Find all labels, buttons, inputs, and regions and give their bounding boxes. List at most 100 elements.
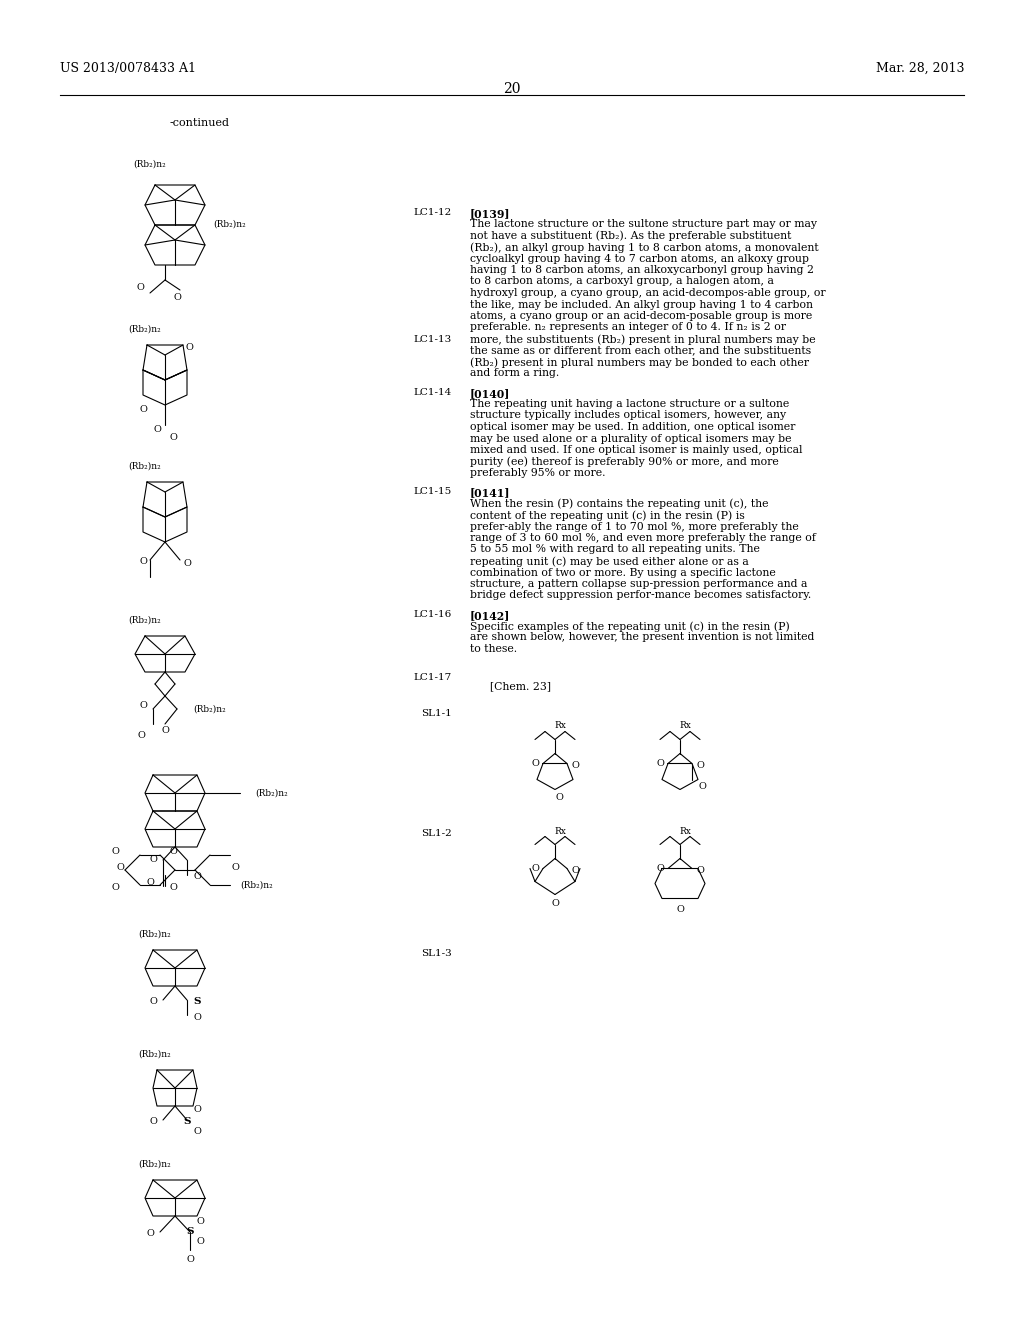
Text: Specific examples of the repeating unit (c) in the resin (P): Specific examples of the repeating unit … [470,620,790,631]
Text: [0141]: [0141] [470,487,511,499]
Text: prefer-ably the range of 1 to 70 mol %, more preferably the: prefer-ably the range of 1 to 70 mol %, … [470,521,799,532]
Text: -continued: -continued [170,117,230,128]
Text: (Rb₂), an alkyl group having 1 to 8 carbon atoms, a monovalent: (Rb₂), an alkyl group having 1 to 8 carb… [470,242,818,252]
Text: SL1-3: SL1-3 [421,949,452,957]
Text: LC1-14: LC1-14 [414,388,452,397]
Text: mixed and used. If one optical isomer is mainly used, optical: mixed and used. If one optical isomer is… [470,445,803,455]
Text: content of the repeating unit (c) in the resin (P) is: content of the repeating unit (c) in the… [470,510,744,520]
Text: [0140]: [0140] [470,388,510,399]
Text: O: O [161,726,169,735]
Text: LC1-13: LC1-13 [414,334,452,343]
Text: O: O [169,847,177,857]
Text: O: O [116,862,124,871]
Text: [Chem. 23]: [Chem. 23] [490,681,551,692]
Text: The repeating unit having a lactone structure or a sultone: The repeating unit having a lactone stru… [470,399,790,409]
Text: Rx: Rx [679,722,691,730]
Text: O: O [531,759,539,768]
Text: having 1 to 8 carbon atoms, an alkoxycarbonyl group having 2: having 1 to 8 carbon atoms, an alkoxycar… [470,265,814,275]
Text: (Rb₂)n₂: (Rb₂)n₂ [255,788,288,797]
Text: LC1-16: LC1-16 [414,610,452,619]
Text: The lactone structure or the sultone structure part may or may: The lactone structure or the sultone str… [470,219,817,228]
Text: O: O [696,866,703,875]
Text: SL1-2: SL1-2 [421,829,452,837]
Text: (Rb₂)n₂: (Rb₂)n₂ [214,220,247,228]
Text: O: O [150,1118,157,1126]
Text: O: O [183,560,190,569]
Text: Mar. 28, 2013: Mar. 28, 2013 [876,62,964,75]
Text: S: S [186,1228,194,1237]
Text: O: O [571,866,579,875]
Text: When the resin (P) contains the repeating unit (c), the: When the resin (P) contains the repeatin… [470,499,768,510]
Text: O: O [169,883,177,892]
Text: O: O [231,862,239,871]
Text: bridge defect suppression perfor-mance becomes satisfactory.: bridge defect suppression perfor-mance b… [470,590,811,601]
Text: Rx: Rx [554,722,566,730]
Text: O: O [185,342,193,351]
Text: O: O [656,865,664,873]
Text: O: O [146,878,154,887]
Text: O: O [139,557,146,566]
Text: O: O [169,433,177,442]
Text: O: O [194,1127,201,1137]
Text: SL1-1: SL1-1 [421,709,452,718]
Text: 20: 20 [503,82,521,96]
Text: (Rb₂)n₂: (Rb₂)n₂ [129,616,162,624]
Text: combination of two or more. By using a specific lactone: combination of two or more. By using a s… [470,568,776,578]
Text: O: O [571,762,579,770]
Text: 5 to 55 mol % with regard to all repeating units. The: 5 to 55 mol % with regard to all repeati… [470,544,760,554]
Text: range of 3 to 60 mol %, and even more preferably the range of: range of 3 to 60 mol %, and even more pr… [470,533,816,543]
Text: Rx: Rx [679,826,691,836]
Text: O: O [196,1217,204,1226]
Text: O: O [656,759,664,768]
Text: O: O [194,1012,201,1022]
Text: LC1-12: LC1-12 [414,209,452,216]
Text: structure, a pattern collapse sup-pression performance and a: structure, a pattern collapse sup-pressi… [470,579,807,589]
Text: preferable. n₂ represents an integer of 0 to 4. If n₂ is 2 or: preferable. n₂ represents an integer of … [470,322,786,333]
Text: (Rb₂)n₂: (Rb₂)n₂ [138,1049,171,1059]
Text: O: O [194,1106,201,1114]
Text: [0142]: [0142] [470,610,510,620]
Text: [0139]: [0139] [470,209,511,219]
Text: (Rb₂)n₂: (Rb₂)n₂ [138,931,171,939]
Text: atoms, a cyano group or an acid-decom-posable group is more: atoms, a cyano group or an acid-decom-po… [470,312,812,321]
Text: O: O [194,873,201,880]
Text: O: O [139,405,146,414]
Text: LC1-17: LC1-17 [414,673,452,682]
Text: preferably 95% or more.: preferably 95% or more. [470,469,605,478]
Text: not have a substituent (Rb₂). As the preferable substituent: not have a substituent (Rb₂). As the pre… [470,231,792,242]
Text: (Rb₂)n₂: (Rb₂)n₂ [129,325,162,334]
Text: more, the substituents (Rb₂) present in plural numbers may be: more, the substituents (Rb₂) present in … [470,334,816,345]
Text: O: O [153,425,161,434]
Text: O: O [186,1255,194,1265]
Text: may be used alone or a plurality of optical isomers may be: may be used alone or a plurality of opti… [470,433,792,444]
Text: and form a ring.: and form a ring. [470,368,559,379]
Text: O: O [150,998,157,1006]
Text: (Rb₂)n₂: (Rb₂)n₂ [129,462,162,471]
Text: (Rb₂)n₂: (Rb₂)n₂ [133,160,166,169]
Text: cycloalkyl group having 4 to 7 carbon atoms, an alkoxy group: cycloalkyl group having 4 to 7 carbon at… [470,253,809,264]
Text: optical isomer may be used. In addition, one optical isomer: optical isomer may be used. In addition,… [470,422,796,432]
Text: O: O [150,855,157,865]
Text: hydroxyl group, a cyano group, an acid-decompos-able group, or: hydroxyl group, a cyano group, an acid-d… [470,288,825,298]
Text: O: O [676,904,684,913]
Text: purity (ee) thereof is preferably 90% or more, and more: purity (ee) thereof is preferably 90% or… [470,457,778,467]
Text: to 8 carbon atoms, a carboxyl group, a halogen atom, a: to 8 carbon atoms, a carboxyl group, a h… [470,276,774,286]
Text: (Rb₂)n₂: (Rb₂)n₂ [193,705,225,714]
Text: repeating unit (c) may be used either alone or as a: repeating unit (c) may be used either al… [470,556,749,566]
Text: O: O [136,284,144,293]
Text: O: O [698,781,706,791]
Text: O: O [555,793,563,803]
Text: (Rb₂) present in plural numbers may be bonded to each other: (Rb₂) present in plural numbers may be b… [470,356,809,367]
Text: O: O [551,899,559,908]
Text: O: O [139,701,146,710]
Text: O: O [173,293,181,301]
Text: the like, may be included. An alkyl group having 1 to 4 carbon: the like, may be included. An alkyl grou… [470,300,813,309]
Text: Rx: Rx [554,826,566,836]
Text: O: O [111,883,119,892]
Text: O: O [111,847,119,857]
Text: O: O [196,1238,204,1246]
Text: structure typically includes optical isomers, however, any: structure typically includes optical iso… [470,411,786,421]
Text: O: O [137,731,145,741]
Text: O: O [146,1229,154,1238]
Text: US 2013/0078433 A1: US 2013/0078433 A1 [60,62,196,75]
